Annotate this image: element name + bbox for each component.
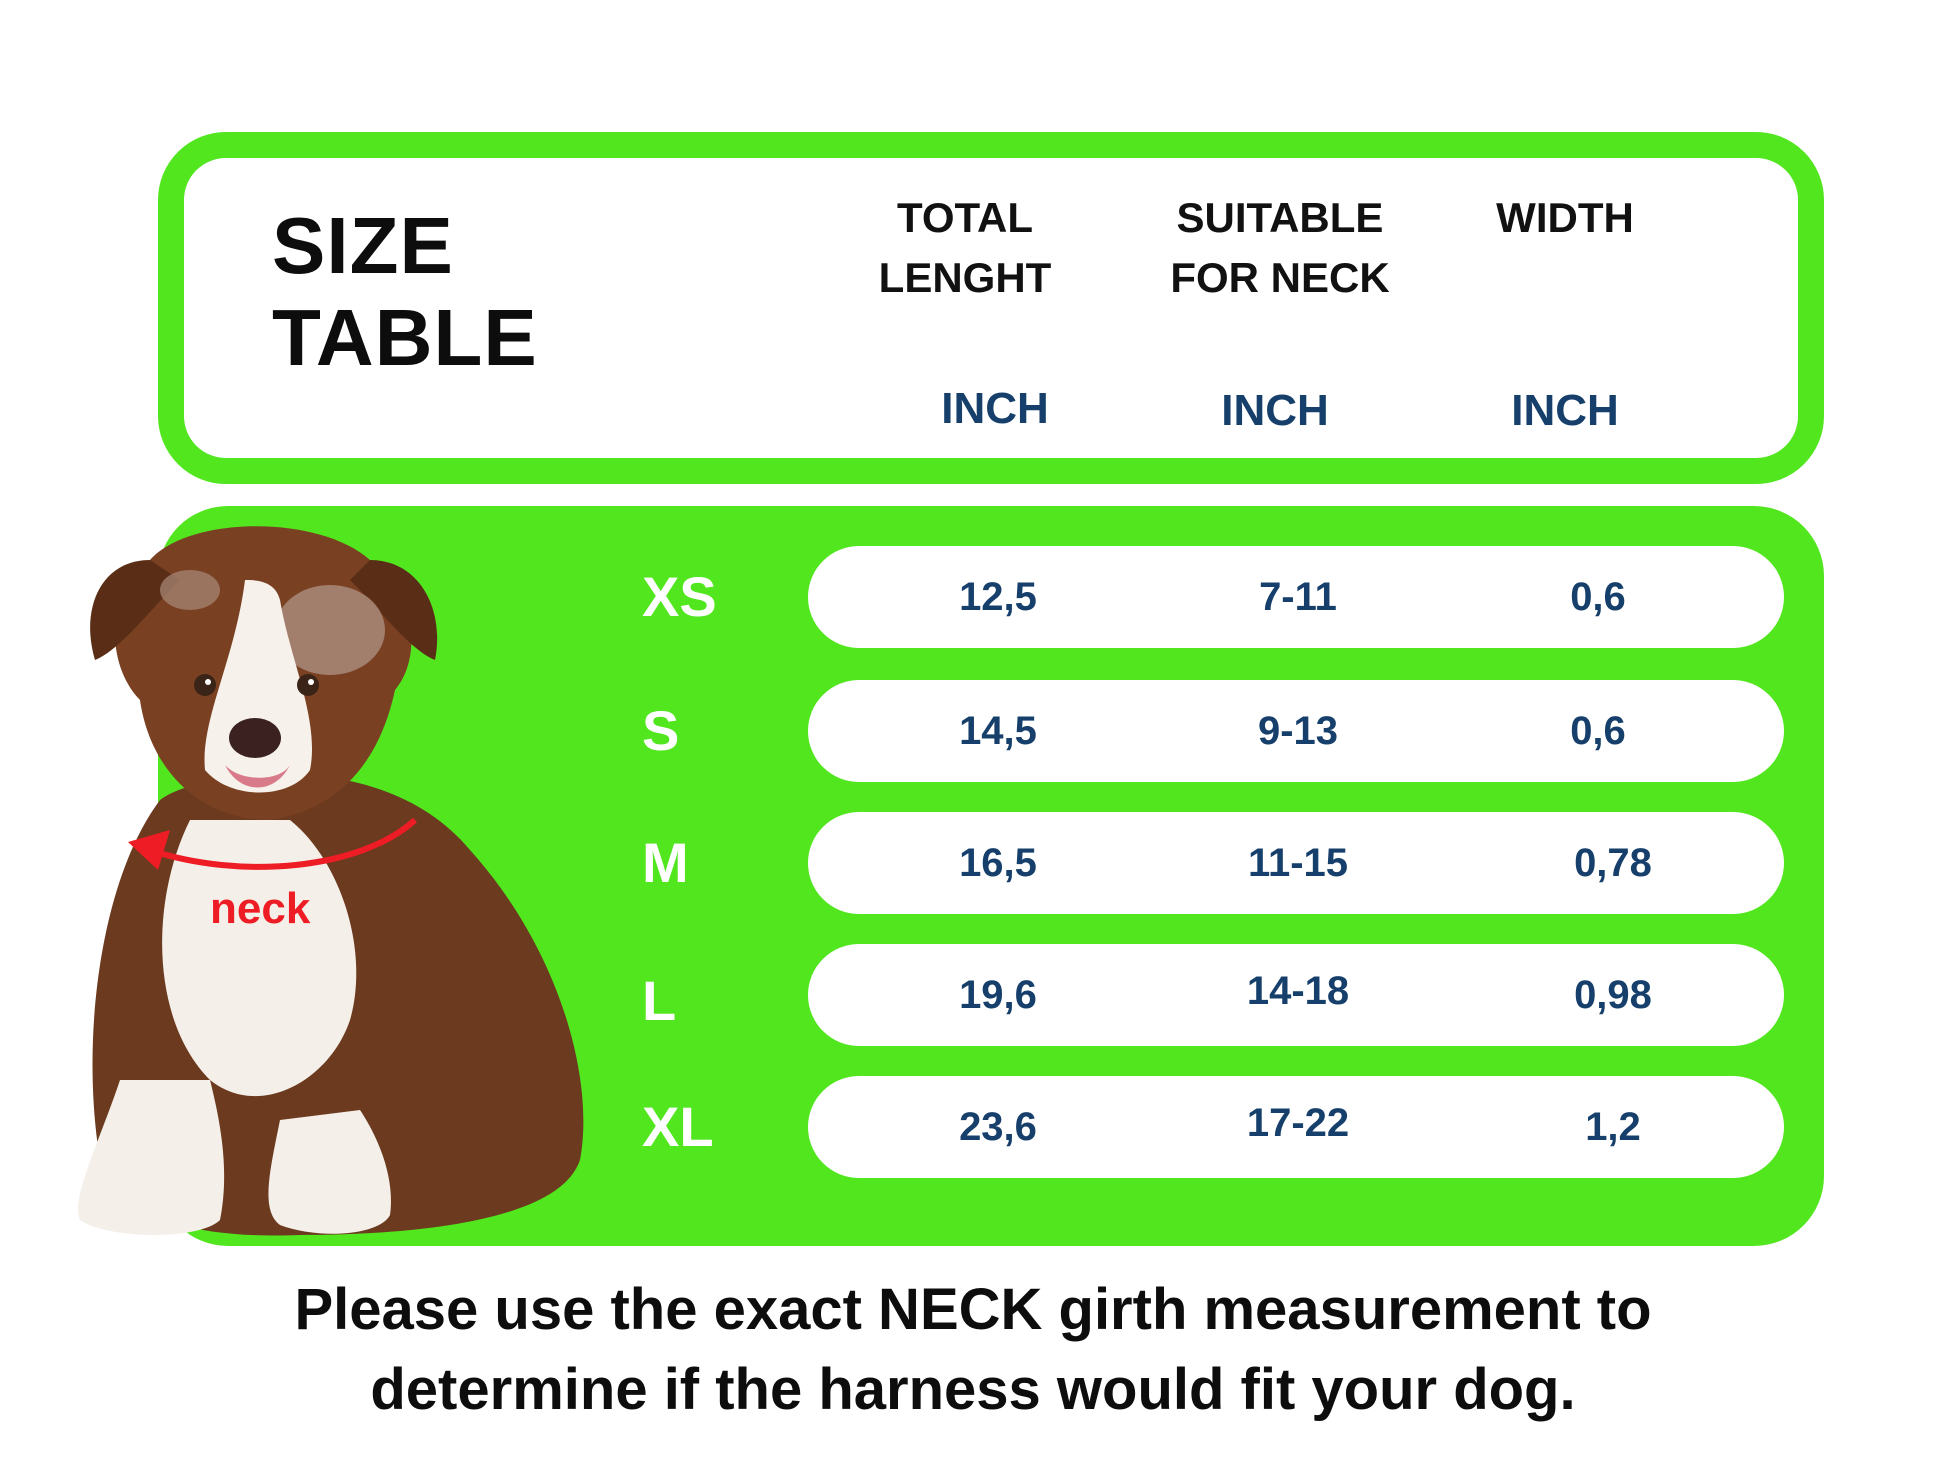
- cell-neck-range: 9-13: [1257, 709, 1339, 753]
- cell-width: 1,2: [1585, 1105, 1641, 1149]
- cell-neck-range: 7-11: [1259, 575, 1337, 619]
- cell-total-length: 19,6: [959, 973, 1037, 1017]
- page-title: SIZE TABLE: [272, 201, 538, 382]
- column-unit-suitable-neck: INCH: [1221, 386, 1329, 435]
- cell-total-length: 16,5: [959, 841, 1037, 885]
- table-row: 19,6 14-18 0,98: [808, 944, 1784, 1046]
- cell-neck-range: 14-18: [1246, 969, 1350, 1013]
- neck-label: neck: [210, 884, 311, 933]
- column-title-width: WIDTH: [1496, 194, 1634, 241]
- table-row: 16,5 11-15 0,78: [808, 812, 1784, 914]
- column-title-suitable-neck: SUITABLE FOR NECK: [1170, 194, 1390, 301]
- size-label-l: L: [642, 969, 677, 1032]
- cell-width: 0,98: [1574, 973, 1652, 1017]
- table-row: 14,5 9-13 0,6: [808, 680, 1784, 782]
- size-label-m: M: [642, 831, 689, 894]
- table-row: 12,5 7-11 0,6: [808, 546, 1784, 648]
- footnote: Please use the exact NECK girth measurem…: [294, 1277, 1652, 1422]
- cell-width: 0,78: [1574, 841, 1652, 885]
- column-unit-width: INCH: [1511, 386, 1619, 435]
- cell-width: 0,6: [1570, 709, 1626, 753]
- column-unit-total-length: INCH: [941, 384, 1049, 433]
- size-label-xl: XL: [642, 1095, 714, 1158]
- table-row: 23,6 17-22 1,2: [808, 1076, 1784, 1178]
- size-label-xs: XS: [642, 565, 717, 628]
- header-card: [158, 132, 1824, 484]
- column-title-total-length: TOTAL LENGHT: [878, 194, 1052, 301]
- cell-total-length: 14,5: [959, 709, 1037, 753]
- cell-neck-range: 17-22: [1246, 1101, 1350, 1145]
- cell-width: 0,6: [1570, 575, 1626, 619]
- cell-total-length: 12,5: [959, 575, 1037, 619]
- puppy-illustration: [78, 526, 584, 1236]
- cell-total-length: 23,6: [959, 1105, 1037, 1149]
- cell-neck-range: 11-15: [1247, 841, 1349, 885]
- size-label-s: S: [642, 699, 680, 762]
